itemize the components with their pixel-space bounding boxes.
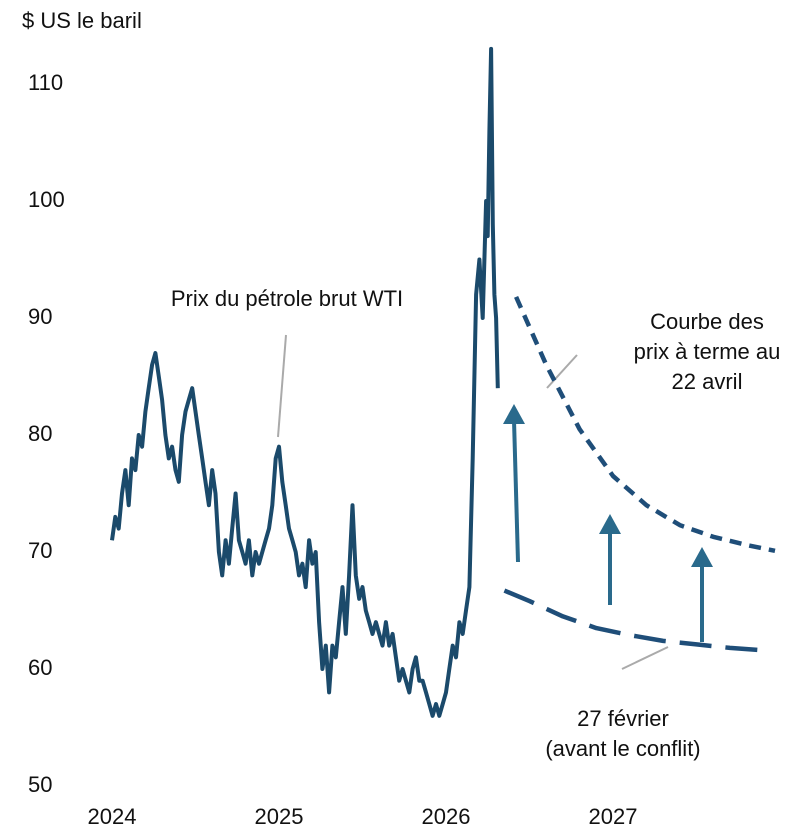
series-line [110,46,500,718]
arrow-head [503,404,525,424]
y-axis-label: $ US le baril [22,8,142,33]
arrow [512,419,520,563]
leaders [277,334,669,670]
annotation: Prix du pétrole brut WTI [171,286,403,311]
y-tick-label: 90 [28,304,52,329]
arrow-head [691,547,713,567]
y-tick-label: 70 [28,538,52,563]
x-tick-label: 2024 [88,804,137,829]
x-tick-label: 2026 [422,804,471,829]
y-tick-label: 80 [28,421,52,446]
leader-line [277,334,287,438]
y-tick-label: 60 [28,655,52,680]
annotation: prix à terme au [634,339,781,364]
y-tick-label: 50 [28,772,52,797]
annotation: (avant le conflit) [545,736,700,761]
leader-line [621,646,669,670]
arrows [503,404,713,642]
annotation: 27 février [577,706,669,731]
annotation: 22 avril [672,369,743,394]
y-tick-label: 100 [28,187,65,212]
annotation: Courbe des [650,309,764,334]
y-tick-label: 110 [28,70,63,95]
x-tick-label: 2027 [589,804,638,829]
series-line [514,295,776,554]
series-line [503,588,764,653]
arrow-head [599,514,621,534]
x-tick-label: 2025 [255,804,304,829]
leader-line [546,354,578,389]
